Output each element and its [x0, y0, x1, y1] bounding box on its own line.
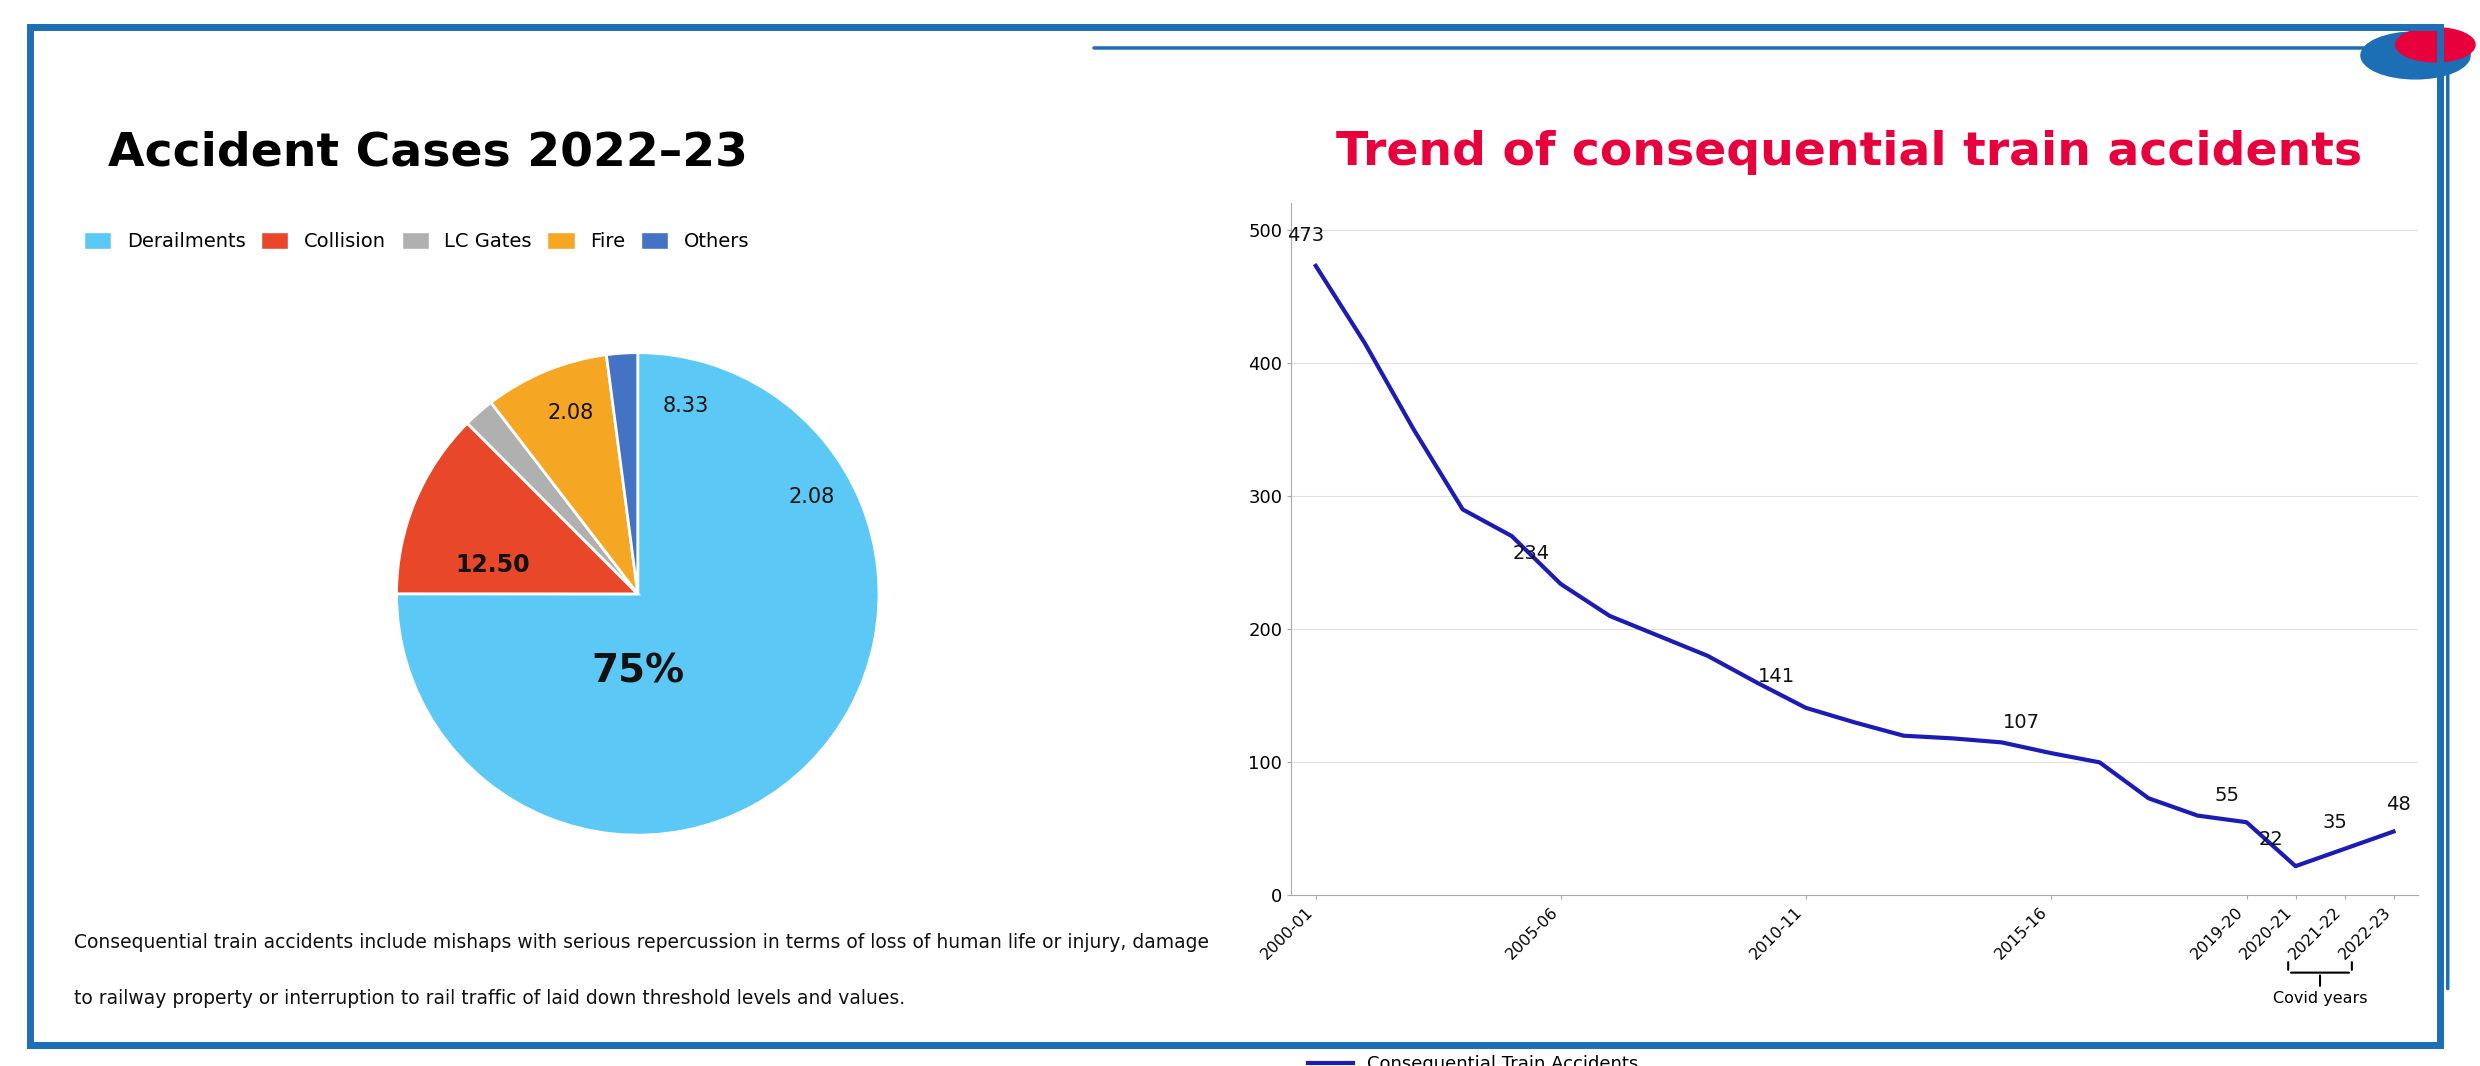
- Wedge shape: [466, 403, 637, 594]
- Wedge shape: [397, 423, 637, 594]
- Text: Accident Cases 2022–23: Accident Cases 2022–23: [109, 130, 749, 175]
- Text: 48: 48: [2386, 795, 2411, 814]
- Text: 2.08: 2.08: [789, 487, 836, 507]
- Text: Trend of consequential train accidents: Trend of consequential train accidents: [1337, 130, 2363, 175]
- Text: Consequential train accidents include mishaps with serious repercussion in terms: Consequential train accidents include mi…: [74, 933, 1210, 952]
- Circle shape: [2396, 28, 2475, 62]
- Wedge shape: [397, 353, 878, 835]
- Text: 75%: 75%: [590, 652, 684, 690]
- Legend: Derailments, Collision, LC Gates, Fire, Others: Derailments, Collision, LC Gates, Fire, …: [84, 231, 749, 252]
- Text: 12.50: 12.50: [456, 553, 531, 577]
- Text: Covid years: Covid years: [2272, 991, 2368, 1006]
- Text: 234: 234: [1513, 544, 1550, 563]
- Legend: Consequential Train Accidents: Consequential Train Accidents: [1300, 1048, 1647, 1066]
- Wedge shape: [491, 355, 637, 594]
- Text: 107: 107: [2004, 713, 2039, 731]
- Text: 55: 55: [2215, 786, 2239, 805]
- Text: 2.08: 2.08: [548, 403, 593, 423]
- Text: to railway property or interruption to rail traffic of laid down threshold level: to railway property or interruption to r…: [74, 989, 905, 1008]
- Circle shape: [2361, 32, 2470, 79]
- Text: 473: 473: [1287, 226, 1324, 244]
- Text: 141: 141: [1758, 667, 1796, 687]
- Text: 8.33: 8.33: [662, 395, 709, 416]
- Text: 22: 22: [2259, 829, 2284, 849]
- Wedge shape: [605, 353, 637, 594]
- Text: 35: 35: [2321, 812, 2346, 831]
